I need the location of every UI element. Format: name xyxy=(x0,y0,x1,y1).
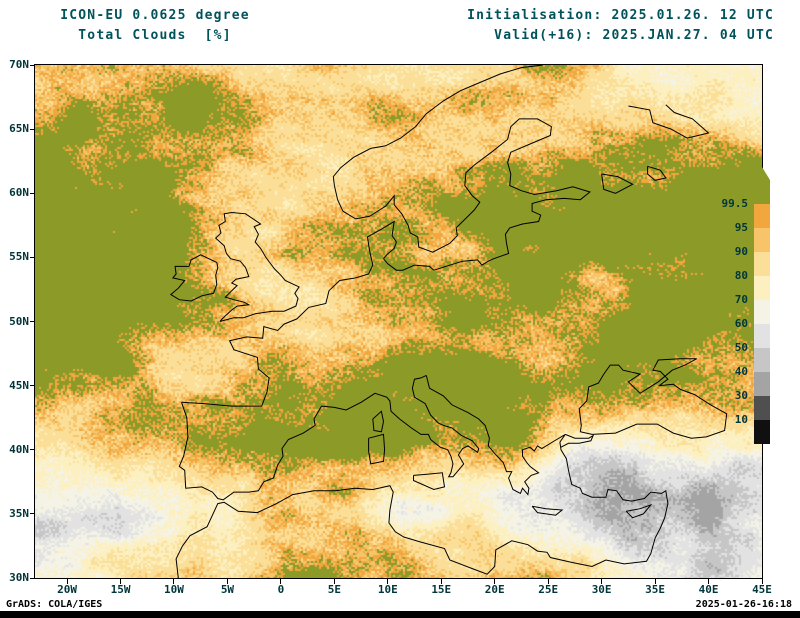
lon-tick-mark xyxy=(708,579,710,584)
lon-tick-label: 25E xyxy=(538,583,559,596)
bottom-bar xyxy=(0,611,800,618)
cloud-cover-field xyxy=(35,65,762,578)
lat-tick-mark xyxy=(30,64,35,66)
colorbar-swatch xyxy=(754,276,770,300)
lat-tick-mark xyxy=(30,449,35,451)
lon-tick-label: 45E xyxy=(752,583,772,596)
lat-tick-mark xyxy=(30,128,35,130)
lon-tick-label: 20E xyxy=(484,583,505,596)
header-right: Initialisation: 2025.01.26. 12 UTC Valid… xyxy=(467,6,774,46)
init-time-label: Initialisation: 2025.01.26. 12 UTC xyxy=(467,8,774,23)
lat-tick-mark xyxy=(30,385,35,387)
colorbar-swatch xyxy=(754,396,770,420)
colorbar-label: 40 xyxy=(734,365,748,378)
lon-tick-mark xyxy=(66,579,68,584)
lat-tick-label: 35N xyxy=(9,506,29,520)
colorbar-label: 80 xyxy=(734,269,748,282)
lat-tick-mark xyxy=(30,192,35,194)
colorbar-label: 10 xyxy=(734,413,748,426)
lon-tick-mark xyxy=(601,579,603,584)
colorbar-label: 70 xyxy=(734,293,748,306)
lon-tick-label: 40E xyxy=(698,583,719,596)
lat-tick-mark xyxy=(30,577,35,579)
lat-tick-mark xyxy=(30,256,35,258)
lon-tick-mark xyxy=(547,579,549,584)
lon-tick-mark xyxy=(333,579,335,584)
colorbar-label: 30 xyxy=(734,389,748,402)
lon-tick-mark xyxy=(761,579,763,584)
lat-tick-label: 50N xyxy=(9,314,29,328)
lat-tick-label: 60N xyxy=(9,186,29,200)
lon-tick-label: 35E xyxy=(645,583,666,596)
lat-tick-label: 40N xyxy=(9,442,29,456)
lat-tick-mark xyxy=(30,513,35,515)
footer: GrADS: COLA/IGES 2025-01-26-16:18 xyxy=(6,599,792,610)
lon-tick-mark xyxy=(280,579,282,584)
header-left: ICON-EU 0.0625 degree Total Clouds [%] xyxy=(30,6,280,46)
creation-timestamp: 2025-01-26-16:18 xyxy=(695,599,792,610)
lon-tick-label: 5E xyxy=(327,583,341,596)
lat-tick-label: 55N xyxy=(9,250,29,264)
lon-tick-label: 20W xyxy=(57,583,77,596)
lon-tick-label: 10W xyxy=(164,583,184,596)
colorbar-label: 50 xyxy=(734,341,748,354)
grads-credit: GrADS: COLA/IGES xyxy=(6,599,103,610)
colorbar-swatch xyxy=(754,204,770,228)
colorbar-top-arrow xyxy=(754,167,770,180)
lon-tick-mark xyxy=(173,579,175,584)
lon-tick-mark xyxy=(387,579,389,584)
lon-tick-mark xyxy=(654,579,656,584)
colorbar-swatch xyxy=(754,252,770,276)
lat-tick-label: 45N xyxy=(9,378,29,392)
lon-tick-mark xyxy=(440,579,442,584)
colorbar-label: 95 xyxy=(734,221,748,234)
colorbar-swatch xyxy=(754,372,770,396)
lon-tick-label: 15W xyxy=(110,583,131,596)
lon-tick-mark xyxy=(226,579,228,584)
lon-tick-mark xyxy=(494,579,496,584)
lat-tick-mark xyxy=(30,321,35,322)
parameter-title: Total Clouds [%] xyxy=(78,28,232,43)
colorbar-swatch xyxy=(754,420,770,444)
lat-tick-label: 70N xyxy=(9,58,29,71)
colorbar-swatch xyxy=(754,324,770,348)
valid-time-label: Valid(+16): 2025.JAN.27. 04 UTC xyxy=(494,28,774,43)
lat-tick-label: 30N xyxy=(9,571,29,584)
lon-tick-label: 10E xyxy=(377,583,398,596)
lon-tick-label: 15E xyxy=(431,583,452,596)
lon-tick-label: 0 xyxy=(277,583,285,596)
colorbar-label: 90 xyxy=(734,245,748,258)
lon-tick-label: 30E xyxy=(591,583,612,596)
lon-tick-label: 5W xyxy=(220,583,235,596)
colorbar-swatch xyxy=(754,228,770,252)
model-title: ICON-EU 0.0625 degree xyxy=(60,8,250,23)
colorbar-label: 60 xyxy=(734,317,748,330)
colorbar-swatch xyxy=(754,180,770,204)
colorbar-swatch xyxy=(754,300,770,324)
lat-tick-label: 65N xyxy=(9,122,29,136)
lon-tick-mark xyxy=(120,579,122,584)
colorbar-label: 99.5 xyxy=(721,197,749,210)
colorbar-swatch xyxy=(754,348,770,372)
